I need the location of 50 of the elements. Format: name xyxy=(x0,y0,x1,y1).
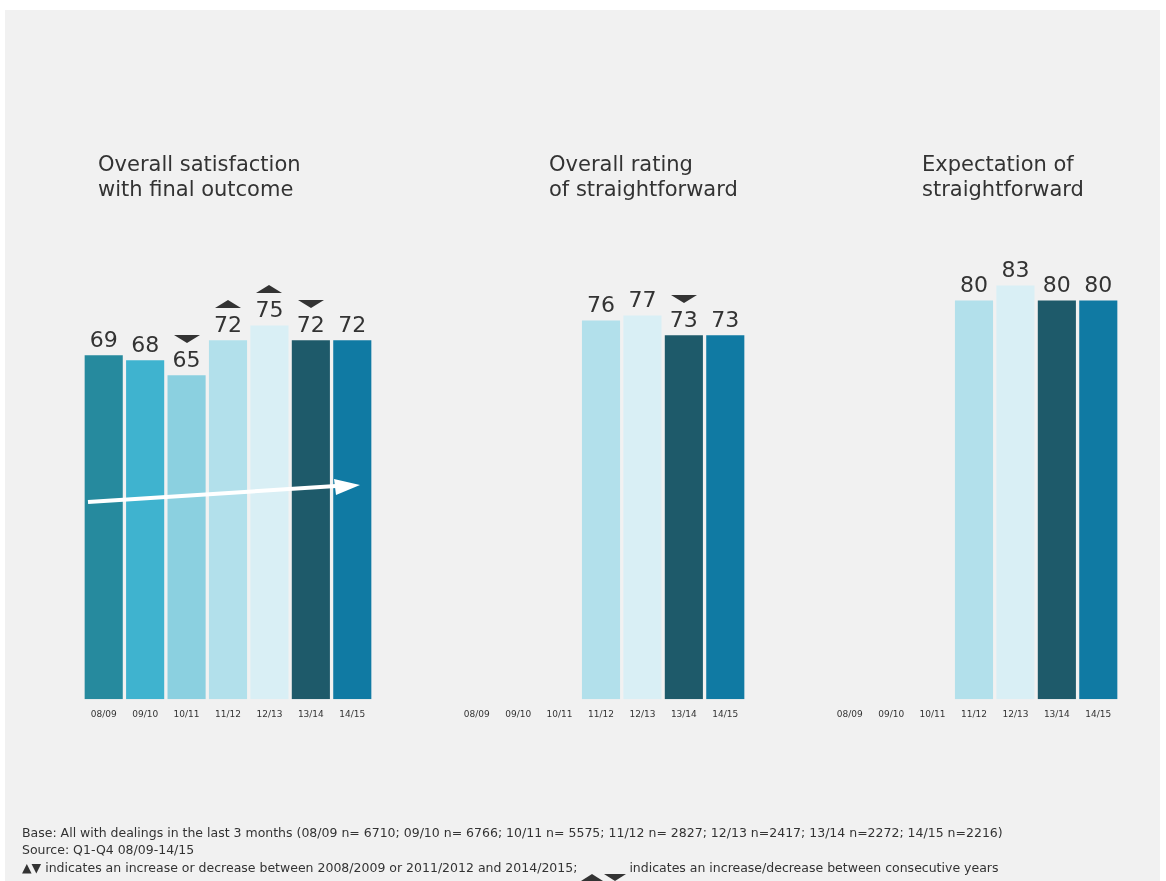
data-label: 80 xyxy=(1042,272,1071,298)
text: Base: All with dealings in the last 3 months (08/09 n= 6710; 09/10 n= 6766; 10/11 n= 5575; 11/12 n= 2827; 12/13 n=2417; 13/14 n=2272; 14/15 n=2216) xyxy=(22,825,1003,840)
data-label: 73 xyxy=(669,307,698,333)
x-tick-label: 13/14 xyxy=(670,708,698,719)
x-tick-label: 11/12 xyxy=(961,708,987,719)
x-tick-label: 08/09 xyxy=(463,708,490,719)
data-label: 80 xyxy=(1084,272,1113,298)
chart-title: Expectation of straightforward xyxy=(922,152,1084,202)
x-tick-label: 10/11 xyxy=(546,708,573,719)
text: indicates an increase/decrease between consecutive years xyxy=(629,860,999,875)
bar xyxy=(291,340,330,700)
x-tick-label: 10/11 xyxy=(919,708,946,719)
x-tick-label: 14/15 xyxy=(1085,708,1112,719)
bar xyxy=(208,340,248,700)
x-tick-label: 12/13 xyxy=(629,708,656,719)
text: ▲▼ indicates an increase or decrease between 2008/2009 or 2011/2012 and 2014/2015; xyxy=(22,860,578,875)
chart-title: Overall satisfaction with final outcome xyxy=(98,152,301,202)
data-label: 69 xyxy=(89,327,118,352)
x-tick-label: 13/14 xyxy=(297,708,325,719)
data-label: 77 xyxy=(628,287,657,313)
x-tick-label: 13/14 xyxy=(1043,708,1071,719)
data-label: 75 xyxy=(255,297,284,323)
x-tick-label: 12/13 xyxy=(1002,708,1029,719)
bar xyxy=(167,375,206,700)
data-label: 68 xyxy=(131,331,160,357)
data-label: 72 xyxy=(296,312,325,338)
x-tick-label: 14/15 xyxy=(339,708,366,719)
x-tick-label: 12/13 xyxy=(256,708,283,719)
source-note: Source: Q1-Q4 08/09-14/15 xyxy=(22,842,195,857)
x-tick-label: 09/10 xyxy=(132,708,159,719)
data-label: 65 xyxy=(172,346,201,372)
data-label: 83 xyxy=(1001,257,1030,283)
chart-title: Overall rating of straightforward xyxy=(549,152,738,202)
data-label: 72 xyxy=(214,312,242,338)
x-tick-label: 14/15 xyxy=(712,708,739,719)
x-tick-label: 09/10 xyxy=(505,708,532,719)
data-label: 73 xyxy=(711,307,740,333)
x-tick-label: 08/09 xyxy=(90,708,117,719)
x-tick-label: 09/10 xyxy=(878,708,905,719)
bar xyxy=(333,340,372,700)
bar xyxy=(126,360,165,700)
data-label: 76 xyxy=(587,292,615,318)
x-tick-label: 10/11 xyxy=(173,708,200,719)
data-label: 80 xyxy=(960,272,988,298)
x-tick-label: 11/12 xyxy=(588,708,614,719)
data-label: 72 xyxy=(338,312,367,338)
bar xyxy=(84,355,123,700)
x-tick-label: 11/12 xyxy=(215,708,241,719)
bar xyxy=(250,325,289,700)
x-tick-label: 08/09 xyxy=(836,708,863,719)
